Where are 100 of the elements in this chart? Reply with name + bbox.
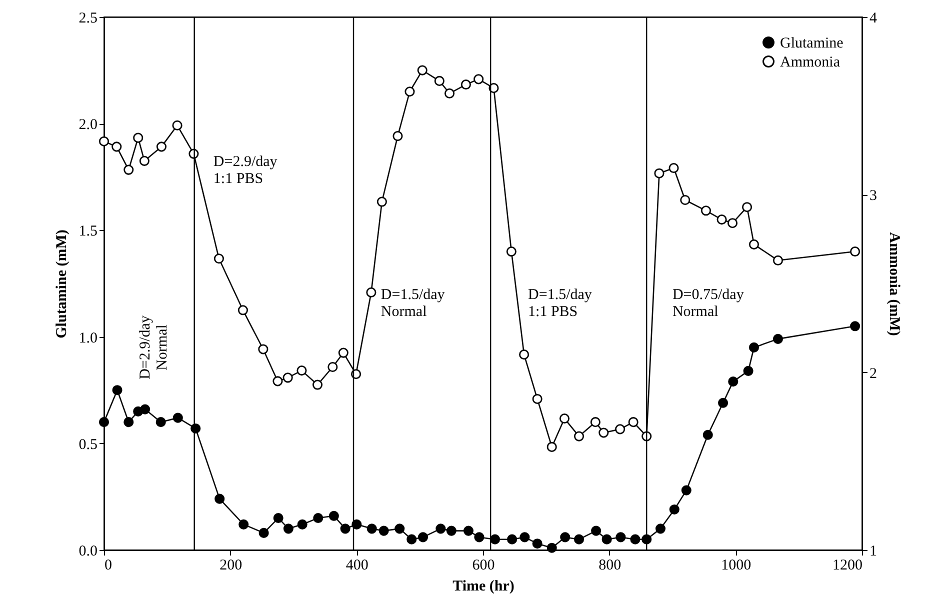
y2-tick-label: 1 [870,544,877,560]
point [742,202,752,212]
y-tick-label: 1.5 [78,224,98,240]
point [681,485,692,496]
y-tick-label: 2.5 [78,10,98,26]
point [559,414,570,424]
point [546,542,557,553]
point [474,74,484,84]
y-axis-title: Glutamine (mM) [54,230,70,338]
point [460,79,471,90]
point [418,532,428,542]
point [392,131,403,142]
point [258,528,269,538]
y-tick-label: 2.0 [78,117,98,134]
point [728,376,738,387]
point [574,431,584,442]
point [463,526,474,536]
point [590,417,600,428]
point [532,394,542,404]
point [591,526,602,536]
point [615,424,626,434]
point [444,88,455,98]
point [743,366,754,376]
point [366,287,376,298]
point [436,524,446,534]
point [727,218,738,228]
y-tick-label: 0.5 [78,436,98,453]
point [139,156,150,166]
point [406,534,417,544]
point [296,366,307,376]
point [668,162,679,174]
point [297,519,308,530]
y2-tick-label: 4 [870,10,878,26]
point [507,534,518,544]
point [772,334,784,344]
point [520,532,530,542]
point [258,344,268,354]
point [702,430,713,440]
point [654,168,664,178]
x-tick-label: 1200 [832,558,862,574]
point [98,136,110,146]
point [366,524,377,534]
point [488,83,499,94]
point [700,206,712,216]
point [417,65,428,76]
y2-axis-title: Ammonia (mM) [886,232,902,336]
point [434,76,444,86]
point [340,524,350,534]
x-tick-label: 400 [346,558,368,574]
point [546,442,557,452]
point [519,350,530,360]
point [352,519,362,530]
y-tick-label: 0.0 [78,544,98,560]
point [598,428,609,438]
point [214,254,224,264]
point [378,526,389,536]
point [669,504,680,515]
point [574,534,584,544]
point [602,534,612,544]
point [98,417,110,428]
point [283,524,294,534]
point [124,417,134,428]
point [328,362,338,372]
point [273,513,284,524]
point [532,538,542,549]
point [655,524,666,534]
point [850,246,860,257]
point [748,342,760,352]
point [282,372,293,383]
annotation: D=0.75/day Normal [672,287,744,320]
point [272,376,283,386]
point [748,239,760,250]
point [446,526,456,536]
legend-label: Ammonia [780,54,840,70]
point [628,417,638,428]
x-tick-label: 600 [472,558,495,574]
point [172,120,182,130]
point [133,132,144,143]
point [338,348,348,358]
point [312,380,323,390]
point [506,246,516,257]
point [680,194,690,206]
y2-tick-label: 3 [870,188,877,204]
point [560,532,570,542]
point [376,196,387,207]
x-tick-label: 1000 [721,558,752,574]
point [404,86,415,97]
point [630,534,640,544]
point [156,417,166,428]
point [328,510,339,521]
point [112,142,122,152]
point [112,385,122,396]
point [474,532,484,542]
point [313,513,324,524]
annotation: D=1.5/day 1:1 PBS [528,287,592,320]
point [718,398,728,408]
point [850,321,860,332]
legend-label: Glutamine [780,36,844,52]
point [238,305,248,316]
annotation: D=2.9/day 1:1 PBS [213,154,278,187]
